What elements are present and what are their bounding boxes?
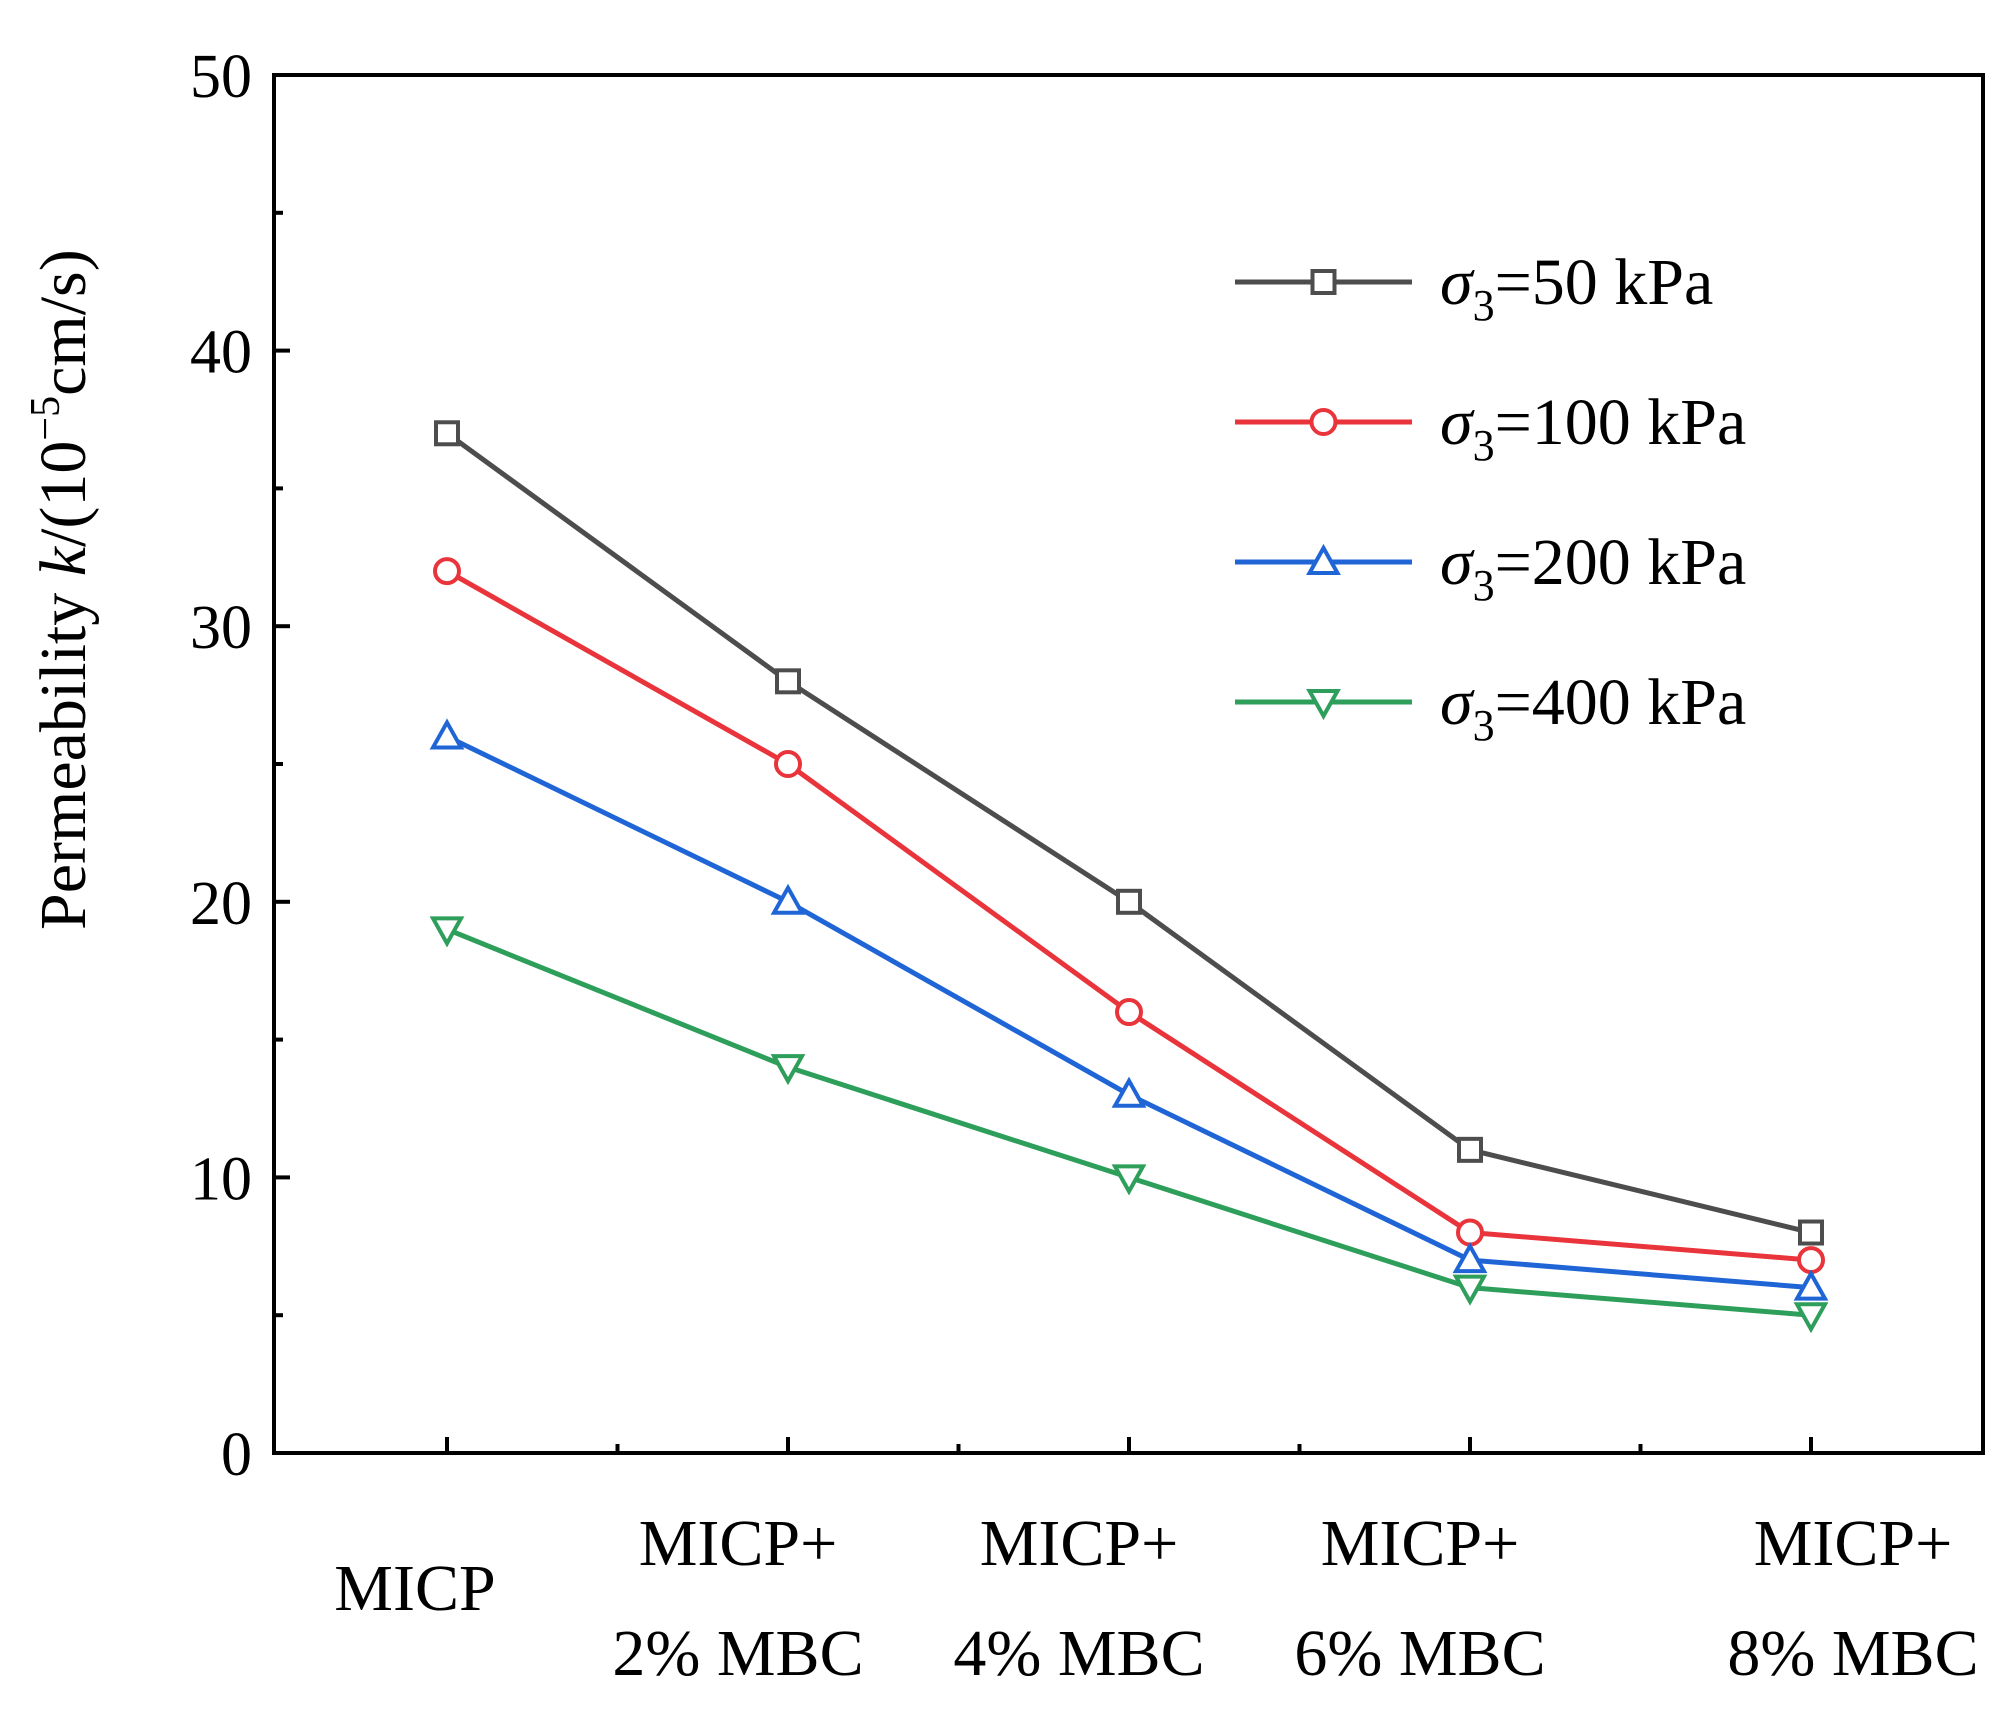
legend-marker (1306, 543, 1341, 575)
data-point (770, 883, 806, 915)
y-axis-label: Permeability k/(10−5cm/s) (23, 249, 100, 930)
x-tick-label-line2: 6% MBC (1294, 1617, 1545, 1690)
data-point (1456, 1218, 1484, 1247)
y-tick-label: 50 (190, 43, 252, 111)
data-point (775, 668, 801, 695)
legend-marker (1309, 408, 1338, 436)
series-2 (433, 557, 1825, 1275)
y-axis-label-suffix: cm/s) (27, 249, 100, 396)
y-tick-label: 0 (221, 1421, 252, 1489)
legend-label: σ3=400 kPa (1440, 666, 1746, 750)
data-point (770, 1054, 806, 1086)
data-point (1793, 1302, 1829, 1334)
y-axis-label-k: k (27, 545, 100, 576)
legend-marker (1306, 689, 1341, 721)
x-tick-label-line1: MICP+ (639, 1507, 838, 1580)
y-axis-label-exp: −5 (23, 396, 69, 441)
x-tick-label-line2: 8% MBC (1727, 1617, 1978, 1690)
data-point (434, 420, 460, 447)
x-tick-label-line2: 4% MBC (953, 1617, 1204, 1690)
series-4 (429, 916, 1829, 1334)
legend-label: σ3=100 kPa (1440, 386, 1746, 470)
y-tick-label: 40 (190, 319, 252, 387)
data-point (1452, 1274, 1488, 1306)
data-point (1798, 1219, 1824, 1246)
series-1 (434, 420, 1824, 1246)
legend-entry: σ3=400 kPa (1235, 666, 1746, 750)
data-point (433, 557, 461, 586)
legend: σ3=50 kPa σ3=100 kPa σ3=200 kPa σ3=400 kPa (1235, 246, 1746, 750)
data-point (1457, 1136, 1483, 1163)
legend-entry: σ3=200 kPa (1235, 526, 1746, 610)
x-tick-label-line2: 2% MBC (612, 1617, 863, 1690)
series-3 (429, 718, 1829, 1301)
legend-label: σ3=50 kPa (1440, 246, 1713, 330)
y-axis-label-mid: /(10 (27, 441, 100, 547)
y-tick-label: 20 (190, 870, 252, 938)
legend-label: σ3=200 kPa (1440, 526, 1746, 610)
data-point (429, 718, 465, 750)
series-layer (429, 420, 1829, 1334)
data-point (1115, 998, 1143, 1027)
y-tick-label: 10 (190, 1145, 252, 1213)
y-axis-label-prefix: Permeability (27, 576, 100, 930)
data-point (1111, 1076, 1147, 1108)
y-tick-label: 30 (190, 594, 252, 662)
legend-entry: σ3=100 kPa (1235, 386, 1746, 470)
x-tick-label-line1: MICP (334, 1552, 495, 1625)
legend-marker (1310, 269, 1337, 295)
x-tick-label-line1: MICP+ (1754, 1507, 1953, 1580)
data-point (1452, 1241, 1488, 1274)
legend-entry: σ3=50 kPa (1235, 246, 1713, 330)
data-point (1797, 1246, 1825, 1275)
data-point (1111, 1164, 1147, 1196)
data-point (1793, 1269, 1829, 1301)
axes-layer: 0 10 20 30 40 50 MICP MICP+ 2% MBC MICP+ 4% MBC MIC… (190, 43, 1985, 1690)
x-tick-label-line1: MICP+ (980, 1507, 1179, 1580)
data-point (774, 750, 802, 778)
x-tick-label-line1: MICP+ (1321, 1507, 1520, 1580)
data-point (429, 916, 465, 948)
data-point (1116, 888, 1142, 915)
